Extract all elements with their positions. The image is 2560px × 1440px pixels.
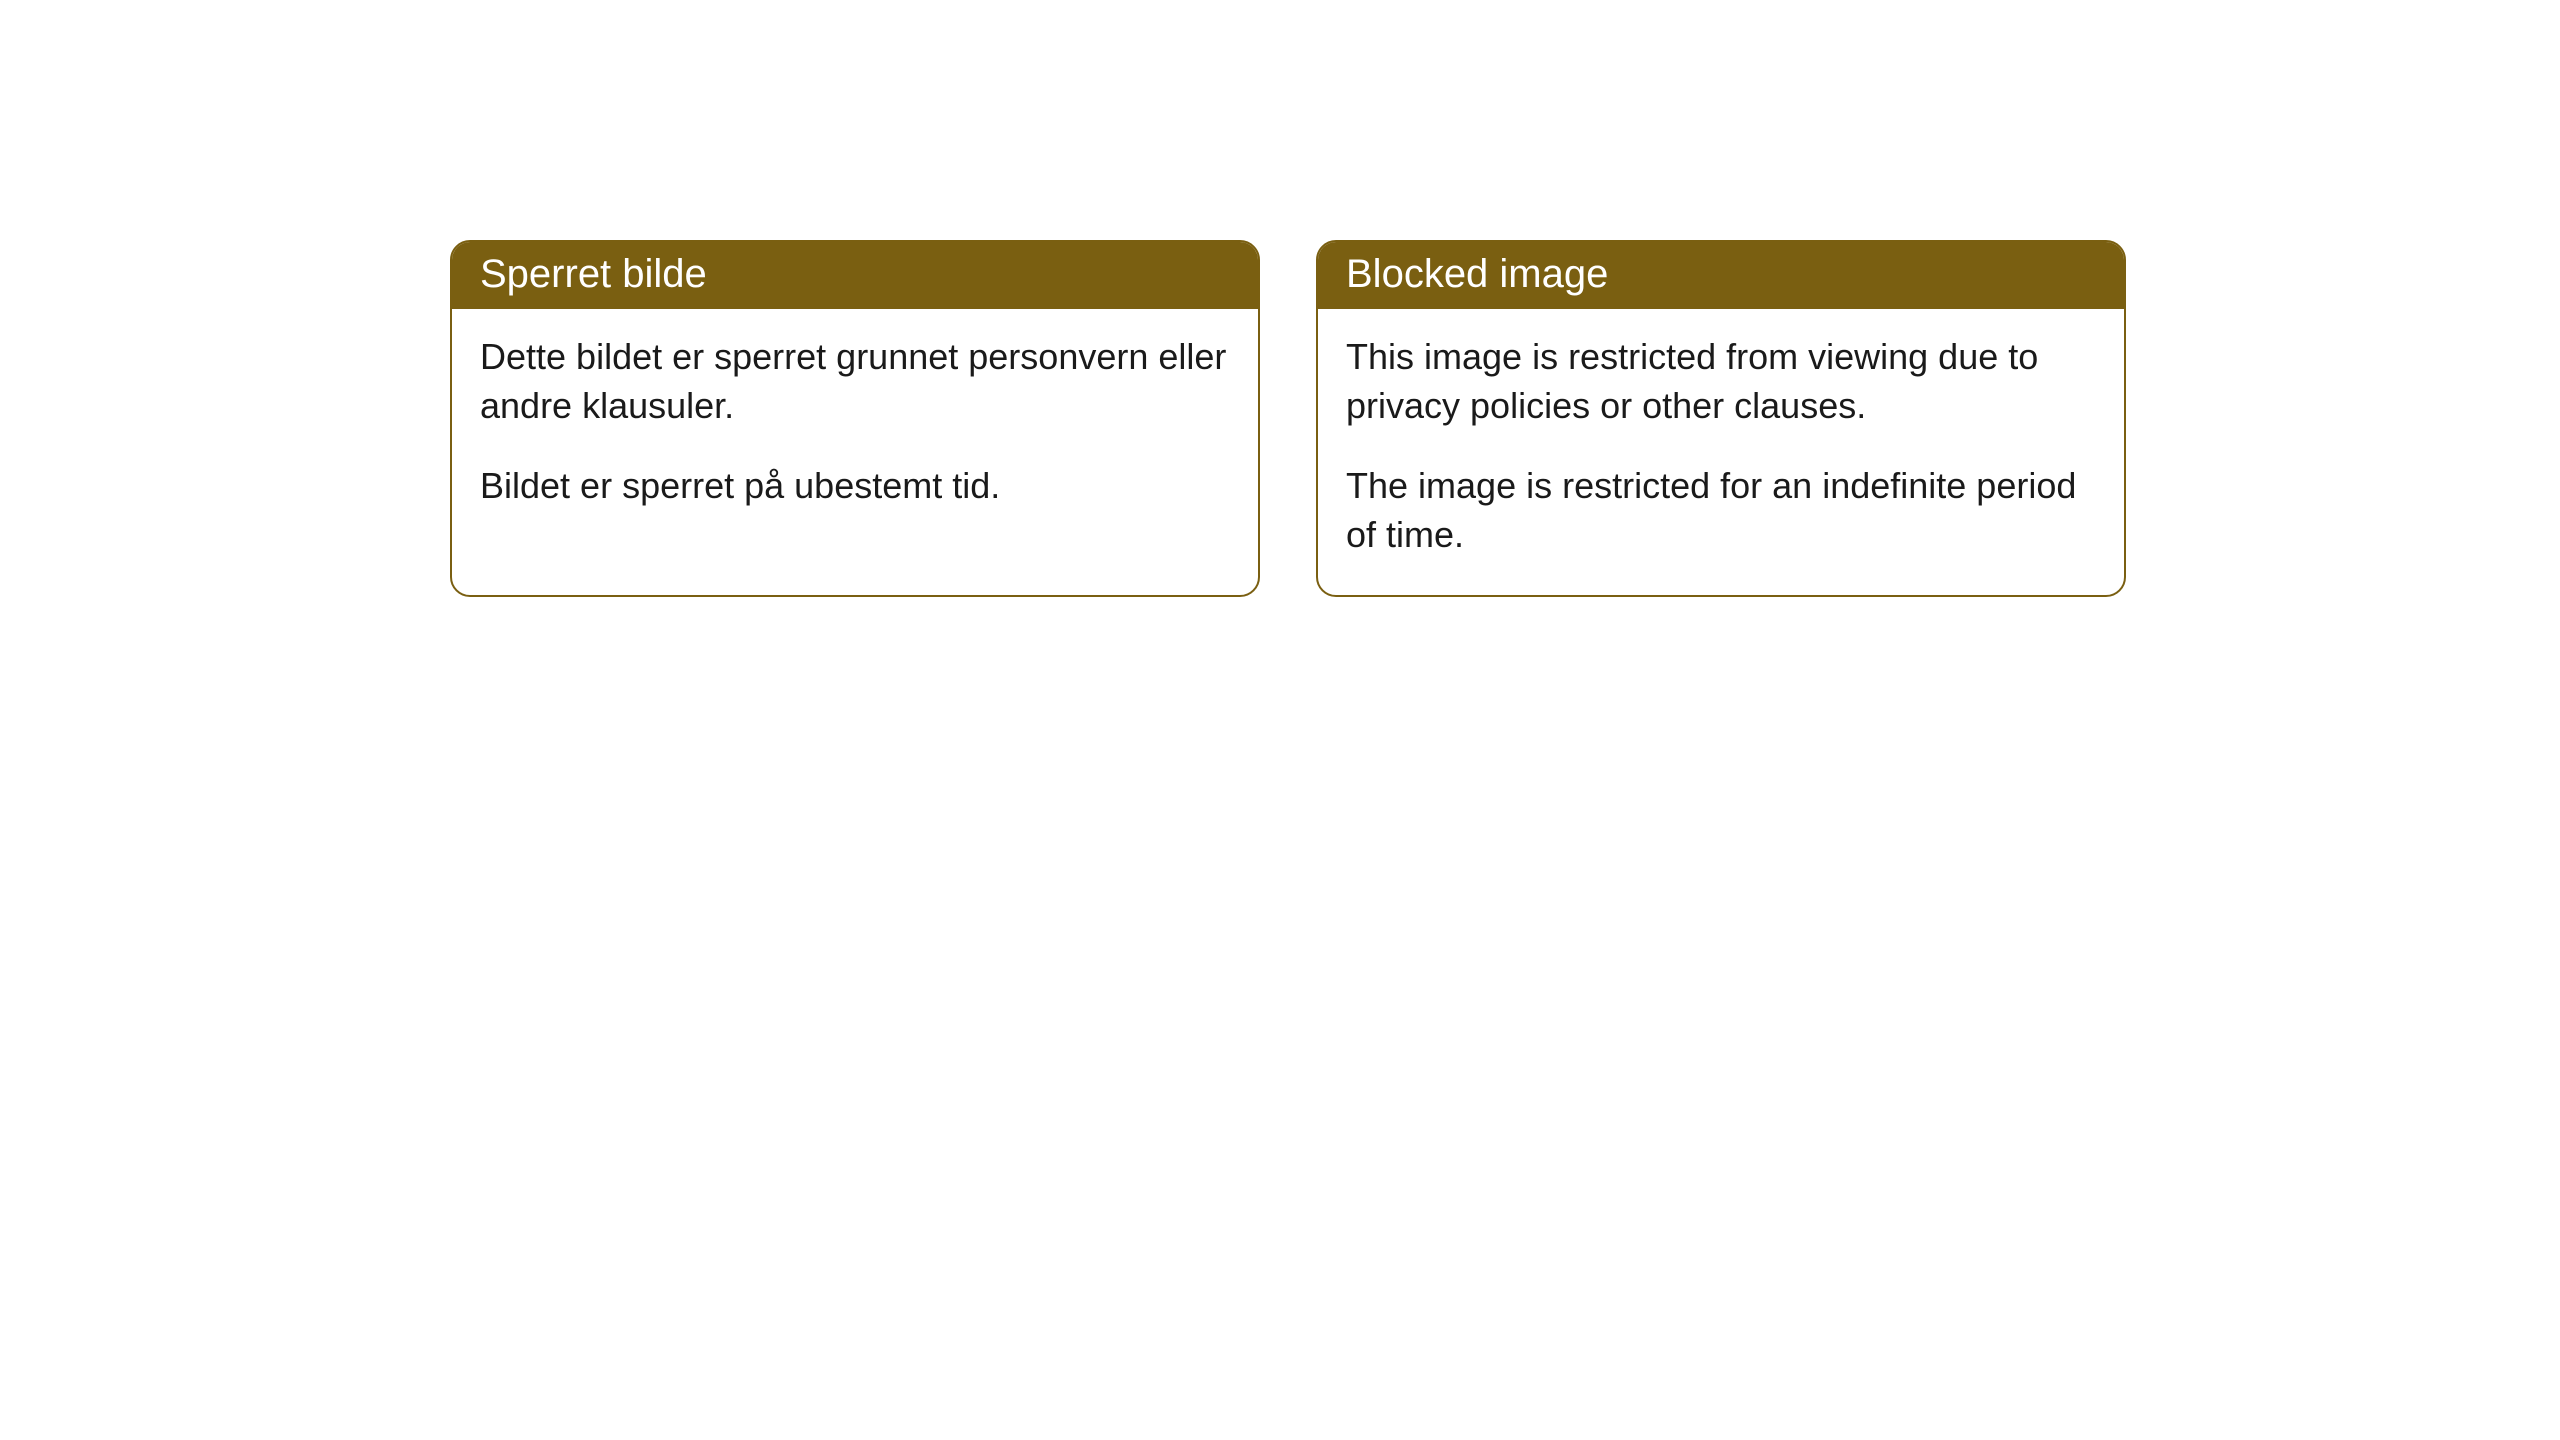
card-paragraph: Dette bildet er sperret grunnet personve… <box>480 333 1230 430</box>
card-norwegian: Sperret bilde Dette bildet er sperret gr… <box>450 240 1260 597</box>
card-header-english: Blocked image <box>1318 242 2124 309</box>
card-title: Blocked image <box>1346 252 1608 296</box>
card-paragraph: The image is restricted for an indefinit… <box>1346 462 2096 559</box>
card-paragraph: This image is restricted from viewing du… <box>1346 333 2096 430</box>
cards-container: Sperret bilde Dette bildet er sperret gr… <box>450 240 2126 597</box>
card-title: Sperret bilde <box>480 252 707 296</box>
card-header-norwegian: Sperret bilde <box>452 242 1258 309</box>
card-body-english: This image is restricted from viewing du… <box>1318 309 2124 595</box>
card-body-norwegian: Dette bildet er sperret grunnet personve… <box>452 309 1258 547</box>
card-paragraph: Bildet er sperret på ubestemt tid. <box>480 462 1230 511</box>
card-english: Blocked image This image is restricted f… <box>1316 240 2126 597</box>
